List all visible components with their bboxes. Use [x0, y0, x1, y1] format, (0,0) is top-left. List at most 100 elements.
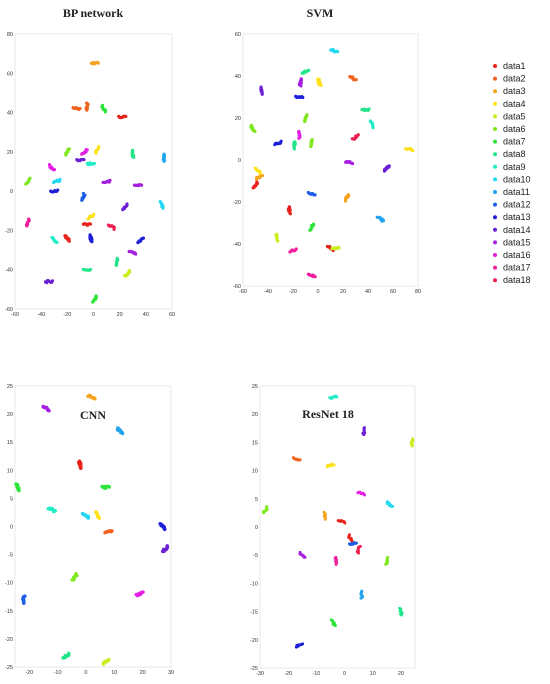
- y-tick-label: 0: [10, 189, 13, 195]
- cluster-data3: [86, 393, 97, 401]
- y-tick-label: 0: [238, 158, 241, 164]
- y-tick-label: 20: [252, 412, 258, 418]
- x-tick-label: -20: [284, 671, 292, 677]
- data-point: [328, 396, 332, 400]
- x-tick-label: 20: [340, 289, 346, 295]
- y-ticks: -60 -40 -20 0 20 40 60: [233, 32, 241, 290]
- x-tick-label: 0: [92, 312, 95, 318]
- cluster-data1: [76, 459, 83, 470]
- cluster-data15: [132, 183, 144, 188]
- cluster-data2: [348, 74, 358, 82]
- y-tick-label: -20: [250, 638, 258, 644]
- cluster-data17: [288, 247, 298, 254]
- legend-marker: [493, 190, 497, 194]
- cluster-data15: [127, 249, 138, 256]
- cluster-data13: [294, 642, 305, 649]
- cluster-data18: [355, 544, 362, 555]
- cluster-data8: [398, 606, 404, 617]
- data-point: [86, 516, 90, 520]
- data-point: [288, 212, 292, 216]
- cluster-data4: [325, 462, 336, 469]
- legend-entry-data8: data8: [493, 149, 526, 159]
- x-tick-label: 0: [84, 670, 87, 676]
- y-tick-label: 10: [7, 468, 13, 474]
- data-point: [381, 219, 386, 223]
- cluster-data9: [328, 394, 339, 400]
- y-ticks: -25 -20 -15 -10 -5 0 5 10 15 20 25: [250, 384, 258, 672]
- data-point: [80, 198, 84, 202]
- cluster-data14: [259, 85, 264, 96]
- legend-entry-data17: data17: [493, 263, 531, 273]
- data-point: [400, 613, 404, 617]
- legend-marker: [493, 278, 497, 283]
- cluster-data13: [158, 522, 167, 531]
- legend-marker: [493, 253, 497, 257]
- cluster-data13: [88, 233, 94, 244]
- data-point: [347, 542, 351, 546]
- cluster-data2: [71, 106, 82, 112]
- y-tick-label: -25: [250, 666, 258, 672]
- cluster-data8: [61, 651, 71, 660]
- data-point: [299, 84, 303, 88]
- cluster-data10: [329, 47, 340, 54]
- cluster-data11: [359, 589, 365, 600]
- data-point: [52, 168, 57, 172]
- data-point: [80, 152, 84, 156]
- legend-label: data6: [503, 124, 526, 134]
- data-point: [382, 169, 387, 173]
- legend-label: data4: [503, 99, 526, 109]
- data-point: [94, 151, 98, 155]
- scatter-points: [249, 47, 415, 279]
- legend-marker: [493, 215, 497, 220]
- legend-entry-data5: data5: [493, 111, 526, 121]
- data-point: [162, 527, 167, 531]
- cluster-data17: [333, 555, 339, 566]
- y-tick-label: 25: [252, 384, 258, 390]
- legend-label: data14: [503, 225, 531, 235]
- cluster-data15: [344, 159, 355, 166]
- cluster-data8: [130, 148, 136, 159]
- y-tick-label: -20: [5, 637, 13, 643]
- data-point: [313, 193, 317, 197]
- data-point: [362, 433, 366, 437]
- x-tick-label: 30: [168, 670, 174, 676]
- cluster-data7: [308, 222, 316, 232]
- data-point: [81, 267, 86, 272]
- x-tick-label: -20: [289, 289, 297, 295]
- x-ticks: -60 -40 -20 0 20 40 60 80: [239, 289, 421, 295]
- data-point: [251, 186, 255, 190]
- cluster-data15: [297, 77, 304, 88]
- y-tick-label: -5: [8, 553, 13, 559]
- data-point: [25, 224, 29, 228]
- data-point: [123, 274, 127, 278]
- cluster-data11: [161, 152, 166, 163]
- cluster-data15: [41, 404, 51, 413]
- cluster-data8: [114, 256, 120, 267]
- legend-label: data5: [503, 111, 526, 121]
- cluster-data12: [347, 541, 358, 547]
- panel-title: SVM: [307, 6, 334, 20]
- data-point: [134, 252, 138, 256]
- data-point: [410, 444, 414, 448]
- data-point: [371, 126, 375, 130]
- cluster-data13: [136, 236, 146, 245]
- legend-label: data8: [503, 149, 526, 159]
- data-point: [334, 562, 338, 566]
- legend-marker: [493, 101, 497, 106]
- legend-label: data15: [503, 237, 531, 247]
- cluster-data3: [343, 193, 351, 203]
- y-tick-label: -60: [5, 307, 13, 313]
- x-tick-label: -40: [264, 289, 272, 295]
- data-point: [53, 509, 57, 513]
- cluster-data6: [309, 138, 314, 149]
- scatter-points: [262, 394, 415, 649]
- y-tick-label: 5: [10, 496, 13, 502]
- x-tick-label: -20: [25, 670, 33, 676]
- x-tick-label: 10: [111, 670, 117, 676]
- data-point: [333, 624, 337, 628]
- y-tick-label: -5: [253, 553, 258, 559]
- cluster-data5: [123, 268, 132, 278]
- legend-label: data17: [503, 263, 531, 273]
- data-point: [288, 250, 292, 254]
- data-point: [260, 92, 264, 96]
